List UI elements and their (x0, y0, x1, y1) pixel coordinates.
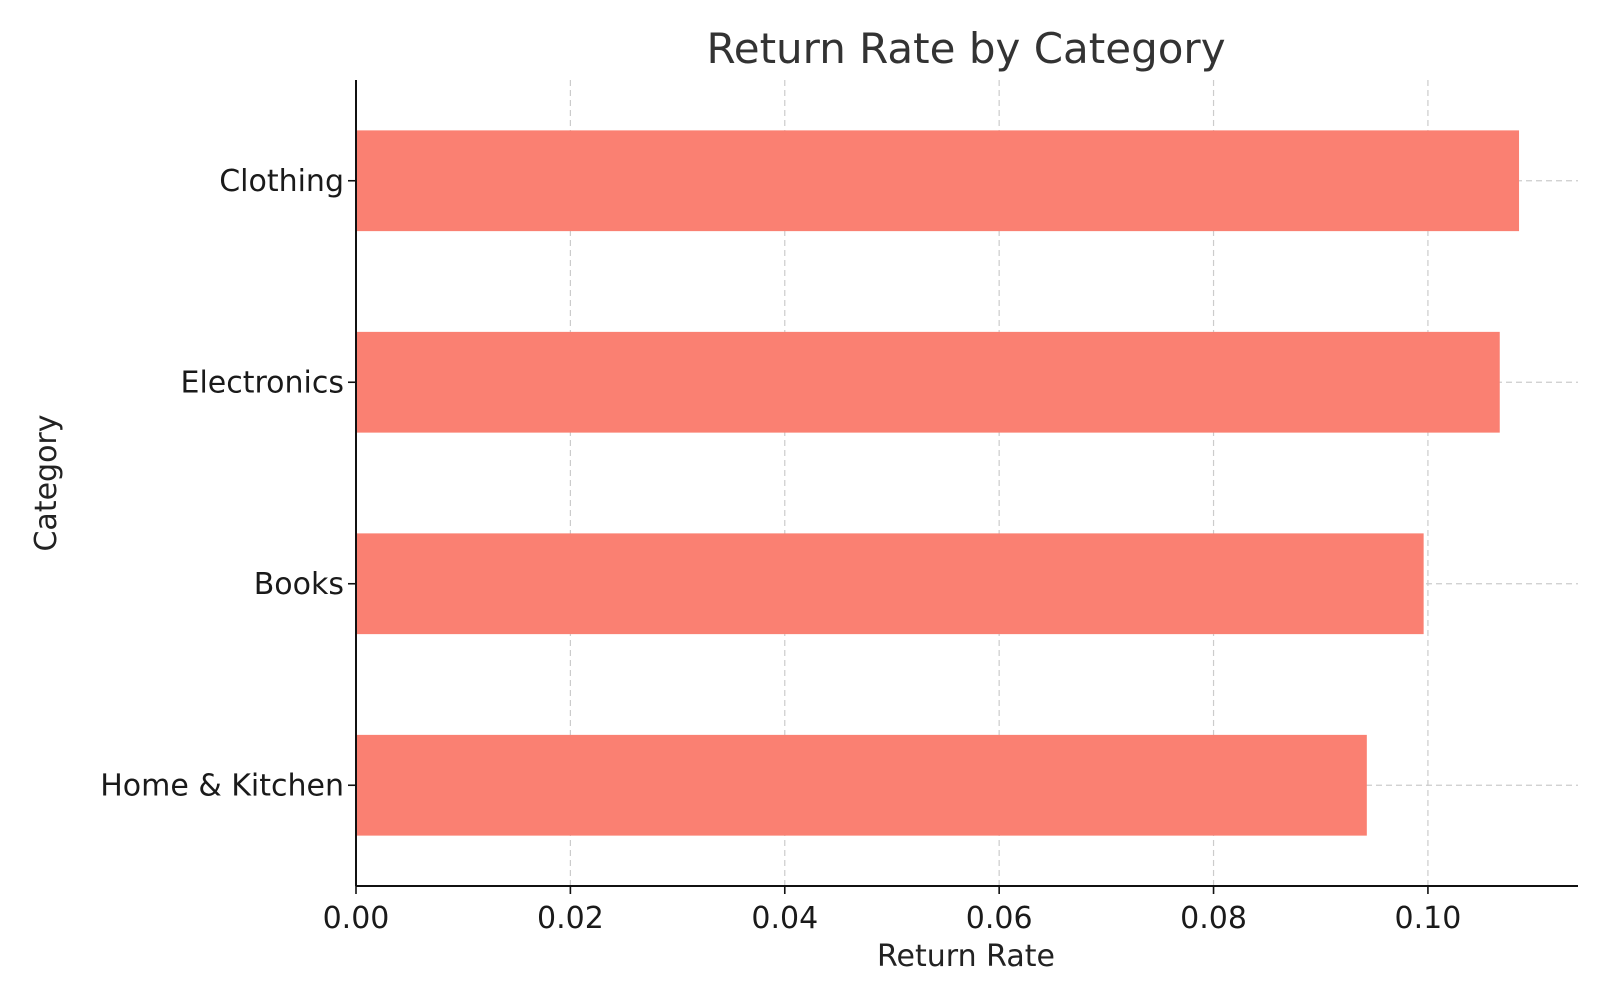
bar (356, 734, 1367, 836)
x-tick-label: 0.06 (966, 901, 1033, 936)
bar (356, 331, 1500, 433)
x-tick-label: 0.10 (1395, 901, 1462, 936)
x-tick-label: 0.02 (537, 901, 604, 936)
x-axis-label: Return Rate (877, 939, 1055, 974)
chart-title: Return Rate by Category (706, 24, 1225, 73)
y-tick-label: Home & Kitchen (100, 768, 344, 803)
y-tick-label: Electronics (180, 365, 344, 400)
y-tick-label: Clothing (219, 164, 344, 199)
y-ticks: Clothing Electronics Books Home & Kitchen (100, 164, 356, 803)
axes (355, 80, 1578, 887)
x-tick-label: 0.04 (751, 901, 818, 936)
x-tick-label: 0.00 (323, 901, 390, 936)
x-ticks: 0.00 0.02 0.04 0.06 0.08 0.10 (323, 886, 1462, 936)
bars (356, 130, 1520, 836)
x-tick-label: 0.08 (1180, 901, 1247, 936)
bar (356, 533, 1424, 635)
bar (356, 130, 1520, 232)
y-tick-label: Books (254, 567, 344, 602)
y-axis-label: Category (29, 414, 64, 551)
